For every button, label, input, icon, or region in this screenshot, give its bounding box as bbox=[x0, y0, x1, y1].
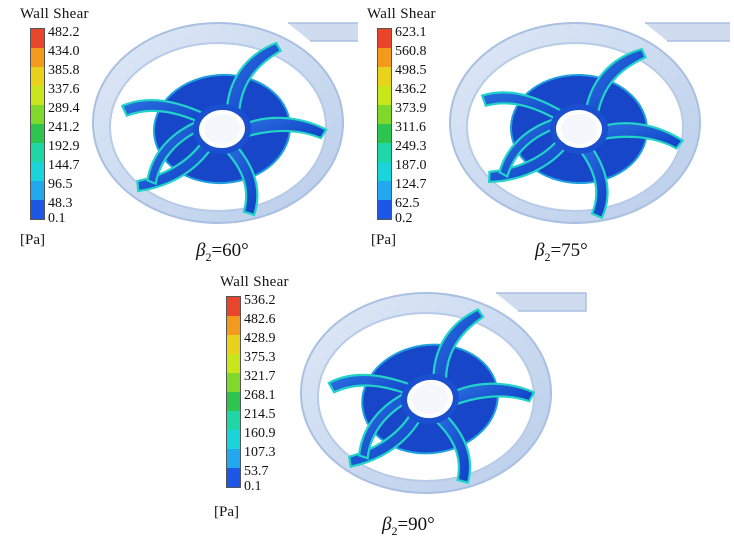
tick-label: 241.2 bbox=[48, 120, 80, 135]
colorbar-swatch bbox=[227, 392, 240, 411]
tick-label: 373.9 bbox=[395, 101, 427, 116]
colorbar-swatch bbox=[31, 29, 44, 48]
tick-label: 124.7 bbox=[395, 177, 427, 192]
colorbar-swatch bbox=[378, 105, 391, 124]
caption-value: =60° bbox=[211, 240, 249, 261]
colorbar-swatch bbox=[227, 316, 240, 335]
colorbar-swatch bbox=[31, 200, 44, 219]
colorbar-swatch bbox=[378, 143, 391, 162]
colorbar-swatch bbox=[227, 297, 240, 316]
legend-title: Wall Shear bbox=[367, 6, 436, 22]
tick-label: 311.6 bbox=[395, 120, 426, 135]
tick-label: 96.5 bbox=[48, 177, 73, 192]
tick-label: 482.6 bbox=[244, 312, 276, 327]
tick-label: 214.5 bbox=[244, 407, 276, 422]
tick-label: 0.2 bbox=[395, 211, 413, 226]
tick-label: 623.1 bbox=[395, 25, 427, 40]
colorbar-swatch bbox=[227, 430, 240, 449]
colorbar-swatch bbox=[378, 86, 391, 105]
tick-label: 498.5 bbox=[395, 63, 427, 78]
colorbar-swatch bbox=[378, 200, 391, 219]
colorbar-swatch bbox=[31, 48, 44, 67]
colorbar-swatch bbox=[227, 354, 240, 373]
caption-beta2: β2=75° bbox=[535, 240, 588, 265]
tick-label: 337.6 bbox=[48, 82, 80, 97]
colorbar bbox=[30, 28, 45, 220]
colorbar-swatch bbox=[31, 86, 44, 105]
colorbar-swatch bbox=[227, 335, 240, 354]
colorbar-swatch bbox=[227, 449, 240, 468]
legend-title: Wall Shear bbox=[20, 6, 89, 22]
tick-label: 268.1 bbox=[244, 388, 276, 403]
tick-label: 249.3 bbox=[395, 139, 427, 154]
tick-label: 385.8 bbox=[48, 63, 80, 78]
tick-label: 428.9 bbox=[244, 331, 276, 346]
tick-label: 48.3 bbox=[48, 196, 73, 211]
colorbar bbox=[377, 28, 392, 220]
beta-symbol: β bbox=[535, 240, 545, 261]
pump-contour-image bbox=[92, 22, 358, 238]
caption-beta2: β2=60° bbox=[196, 240, 249, 265]
tick-label: 0.1 bbox=[48, 211, 66, 226]
caption-value: =90° bbox=[397, 514, 435, 535]
colorbar-swatch bbox=[31, 162, 44, 181]
colorbar-swatch bbox=[227, 411, 240, 430]
tick-label: 187.0 bbox=[395, 158, 427, 173]
caption-value: =75° bbox=[550, 240, 588, 261]
tick-label: 375.3 bbox=[244, 350, 276, 365]
colorbar-swatch bbox=[378, 181, 391, 200]
tick-label: 434.0 bbox=[48, 44, 80, 59]
panel-beta-75: Wall Shear 623.1 560.8 498.5 436.2 373.9… bbox=[365, 0, 734, 270]
caption-beta2: β2=90° bbox=[382, 514, 435, 539]
colorbar-swatch bbox=[31, 143, 44, 162]
colorbar-swatch bbox=[31, 67, 44, 86]
colorbar-swatch bbox=[31, 181, 44, 200]
tick-label: 53.7 bbox=[244, 464, 269, 479]
tick-label: 160.9 bbox=[244, 426, 276, 441]
colorbar-swatch bbox=[227, 468, 240, 487]
beta-subscript: 2 bbox=[391, 523, 398, 538]
panel-beta-90: Wall Shear 536.2 482.6 428.9 375.3 321.7… bbox=[200, 272, 734, 547]
colorbar-swatch bbox=[378, 48, 391, 67]
colorbar-swatch bbox=[378, 162, 391, 181]
beta-subscript: 2 bbox=[544, 249, 551, 264]
tick-label: 192.9 bbox=[48, 139, 80, 154]
tick-label: 321.7 bbox=[244, 369, 276, 384]
colorbar-swatch bbox=[227, 373, 240, 392]
tick-label: 536.2 bbox=[244, 293, 276, 308]
tick-label: 482.2 bbox=[48, 25, 80, 40]
tick-label: 289.4 bbox=[48, 101, 80, 116]
beta-symbol: β bbox=[382, 514, 392, 535]
colorbar-swatch bbox=[378, 124, 391, 143]
tick-label: 436.2 bbox=[395, 82, 427, 97]
tick-label: 560.8 bbox=[395, 44, 427, 59]
unit-label: [Pa] bbox=[20, 232, 45, 248]
tick-label: 144.7 bbox=[48, 158, 80, 173]
tick-label: 0.1 bbox=[244, 479, 262, 494]
panel-beta-60: Wall Shear 482.2 434.0 385.8 337.6 289.4… bbox=[0, 0, 370, 270]
beta-subscript: 2 bbox=[205, 249, 212, 264]
colorbar-swatch bbox=[31, 105, 44, 124]
colorbar bbox=[226, 296, 241, 488]
colorbar-swatch bbox=[31, 124, 44, 143]
colorbar-swatch bbox=[378, 29, 391, 48]
pump-contour-image bbox=[300, 292, 587, 508]
tick-label: 62.5 bbox=[395, 196, 420, 211]
colorbar-swatch bbox=[378, 67, 391, 86]
beta-symbol: β bbox=[196, 240, 206, 261]
tick-label: 107.3 bbox=[244, 445, 276, 460]
unit-label: [Pa] bbox=[371, 232, 396, 248]
legend-title: Wall Shear bbox=[220, 274, 289, 290]
pump-contour-image bbox=[449, 22, 730, 224]
unit-label: [Pa] bbox=[214, 504, 239, 520]
